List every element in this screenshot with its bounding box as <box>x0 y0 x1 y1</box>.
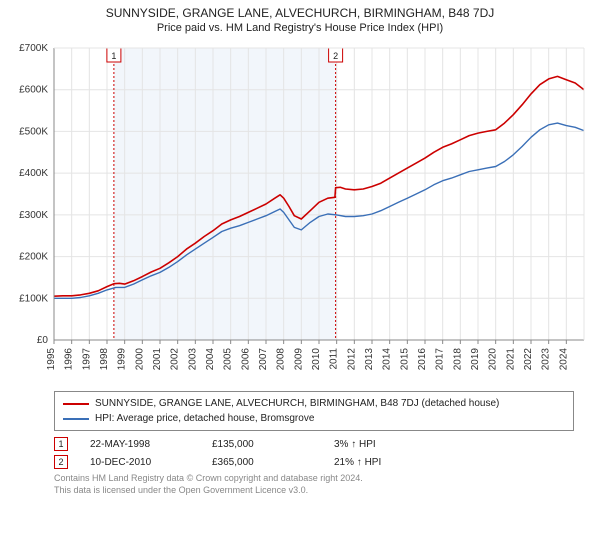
svg-text:£400K: £400K <box>19 168 48 179</box>
svg-text:2001: 2001 <box>152 348 163 371</box>
svg-text:2004: 2004 <box>205 348 216 371</box>
svg-text:2012: 2012 <box>346 348 357 371</box>
credit-text: Contains HM Land Registry data © Crown c… <box>54 473 574 496</box>
svg-text:2: 2 <box>333 51 338 61</box>
legend-swatch <box>63 403 89 405</box>
svg-text:2015: 2015 <box>399 348 410 371</box>
svg-text:2016: 2016 <box>417 348 428 371</box>
svg-text:2008: 2008 <box>276 348 287 371</box>
chart-svg: £0 £100K £200K £300K £400K £500K £600K £700K 199… <box>10 40 590 380</box>
sale-price: £135,000 <box>212 439 312 450</box>
svg-text:2010: 2010 <box>311 348 322 371</box>
svg-text:2013: 2013 <box>364 348 375 371</box>
svg-text:2019: 2019 <box>470 348 481 371</box>
sale-date: 22-MAY-1998 <box>90 439 190 450</box>
legend-swatch <box>63 418 89 420</box>
svg-text:2005: 2005 <box>223 348 234 371</box>
svg-text:2014: 2014 <box>382 348 393 371</box>
sale-row: 1 22-MAY-1998 £135,000 3% ↑ HPI <box>54 437 574 451</box>
svg-text:2022: 2022 <box>523 348 534 371</box>
svg-text:1998: 1998 <box>99 348 110 371</box>
sale-row: 2 10-DEC-2010 £365,000 21% ↑ HPI <box>54 455 574 469</box>
svg-text:2011: 2011 <box>329 348 340 370</box>
credit-line-1: Contains HM Land Registry data © Crown c… <box>54 473 574 485</box>
svg-text:£700K: £700K <box>19 43 48 54</box>
sale-marker-box: 2 <box>54 455 68 469</box>
sale-hpi-delta: 21% ↑ HPI <box>334 457 434 468</box>
sale-price: £365,000 <box>212 457 312 468</box>
svg-text:1996: 1996 <box>64 348 75 371</box>
svg-text:£300K: £300K <box>19 210 48 221</box>
sales-markers: 1 22-MAY-1998 £135,000 3% ↑ HPI 2 10-DEC-2010… <box>54 437 574 469</box>
sale-marker-box: 1 <box>54 437 68 451</box>
svg-text:1995: 1995 <box>46 348 57 371</box>
svg-text:2003: 2003 <box>187 348 198 371</box>
price-chart: £0 £100K £200K £300K £400K £500K £600K £700K 199… <box>10 40 590 385</box>
legend-label: HPI: Average price, detached house, Brom… <box>95 411 314 426</box>
svg-text:2007: 2007 <box>258 348 269 371</box>
svg-text:2002: 2002 <box>170 348 181 371</box>
credit-line-2: This data is licensed under the Open Gov… <box>54 485 574 497</box>
sale-date: 10-DEC-2010 <box>90 457 190 468</box>
svg-text:2020: 2020 <box>488 348 499 371</box>
svg-text:2006: 2006 <box>240 348 251 371</box>
legend-row: HPI: Average price, detached house, Brom… <box>63 411 565 426</box>
svg-text:2018: 2018 <box>452 348 463 371</box>
svg-text:£200K: £200K <box>19 252 48 263</box>
page-title: SUNNYSIDE, GRANGE LANE, ALVECHURCH, BIRM… <box>10 6 590 20</box>
page-subtitle: Price paid vs. HM Land Registry's House … <box>10 22 590 34</box>
legend-row: SUNNYSIDE, GRANGE LANE, ALVECHURCH, BIRM… <box>63 396 565 411</box>
svg-text:2023: 2023 <box>541 348 552 371</box>
svg-text:£100K: £100K <box>19 293 48 304</box>
svg-text:£0: £0 <box>37 335 49 346</box>
svg-text:£600K: £600K <box>19 85 48 96</box>
legend: SUNNYSIDE, GRANGE LANE, ALVECHURCH, BIRM… <box>54 391 574 431</box>
svg-text:1997: 1997 <box>81 348 92 371</box>
svg-text:1: 1 <box>111 51 116 61</box>
svg-text:£500K: £500K <box>19 126 48 137</box>
svg-text:2000: 2000 <box>134 348 145 371</box>
svg-text:2009: 2009 <box>293 348 304 371</box>
svg-text:2024: 2024 <box>558 348 569 371</box>
svg-text:2017: 2017 <box>435 348 446 371</box>
svg-text:1999: 1999 <box>117 348 128 371</box>
legend-label: SUNNYSIDE, GRANGE LANE, ALVECHURCH, BIRM… <box>95 396 499 411</box>
svg-text:2021: 2021 <box>505 348 516 371</box>
sale-hpi-delta: 3% ↑ HPI <box>334 439 434 450</box>
